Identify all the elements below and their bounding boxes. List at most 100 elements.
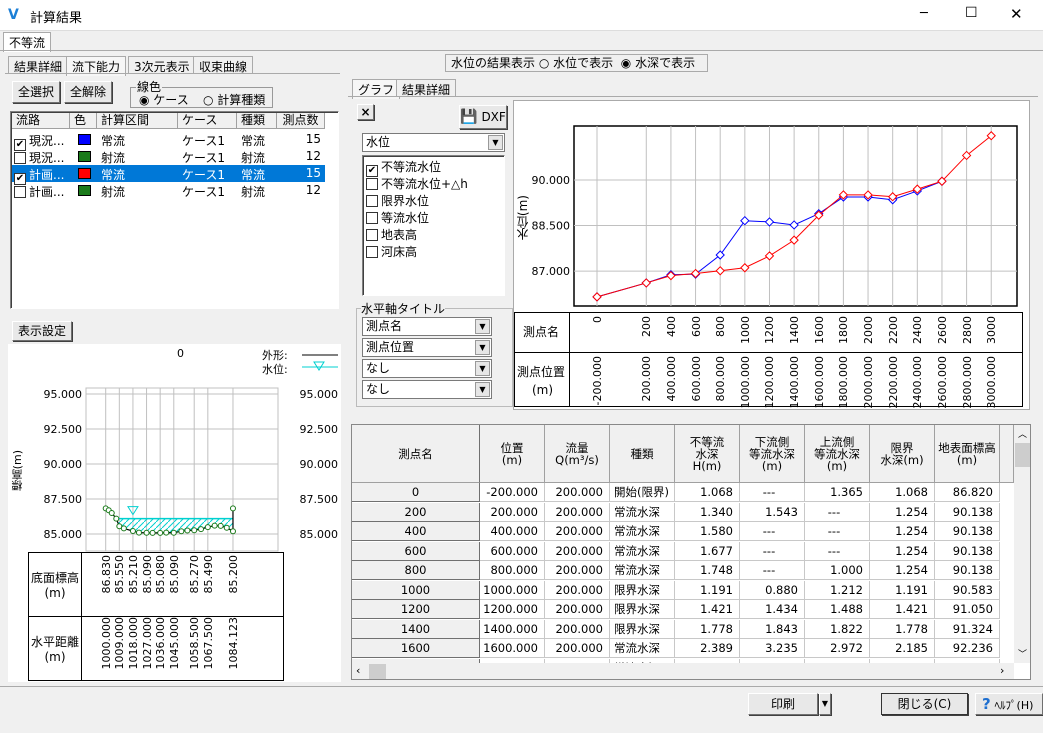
table-column-header[interactable]: 種類 [610, 425, 675, 483]
row-case: ケース1 [182, 151, 226, 165]
horizontal-distance-value: 1018.000 [126, 617, 140, 670]
help-button[interactable]: ? ﾍﾙﾌﾟ(H) [975, 693, 1043, 715]
checkbox[interactable] [366, 178, 378, 190]
table-cell: 1.340 [675, 502, 740, 522]
tab-convergence[interactable]: 収束曲線 [193, 56, 254, 74]
graph-item-checkbox[interactable]: 地表高 [366, 226, 504, 243]
row-header[interactable]: 800 [352, 561, 480, 580]
axis-title-select[interactable]: 測点位置 ▼ [362, 338, 492, 357]
row-header[interactable]: 1600 [352, 639, 480, 658]
scroll-down-icon[interactable]: ﹀ [1018, 650, 1028, 660]
close-window-button[interactable]: ✕ [1010, 5, 1023, 23]
tab-flow-capacity[interactable]: 流下能力 [66, 56, 127, 76]
list-row[interactable]: ✔ 現況... 常流 ケース1 常流 15 [12, 131, 325, 151]
color-swatch[interactable] [78, 151, 91, 162]
table-column-header[interactable]: 不等流 水深 H(m) [675, 425, 740, 483]
row-header[interactable]: 1400 [352, 619, 480, 639]
radio-show-level[interactable]: ○ 水位で表示 [538, 56, 614, 70]
tab-graph[interactable]: グラフ [352, 79, 401, 99]
table-column-header[interactable]: 測点名 [352, 425, 480, 483]
color-swatch[interactable] [78, 185, 91, 196]
x-position-label: 800.000 [714, 356, 728, 402]
result-table[interactable]: 測点名 位置 (m) 流量 Q(m³/s) 種類 不等流 水深 H(m) 下流側 等流水深… [351, 424, 1031, 680]
row-header[interactable]: 1000 [352, 580, 480, 600]
checkbox[interactable] [366, 229, 378, 241]
radio-show-depth[interactable]: ◉ 水深で表示 [616, 56, 696, 70]
table-cell: 常流水深 [610, 522, 675, 541]
row-header[interactable]: 200 [352, 502, 480, 522]
radio-case[interactable]: ◉ ケース [139, 93, 189, 107]
print-button[interactable]: 印刷 [748, 693, 818, 715]
horizontal-scrollbar[interactable]: ‹ › [352, 663, 1014, 679]
list-row[interactable]: 現況... 射流 ケース1 射流 12 [12, 148, 325, 165]
row-checkbox[interactable] [14, 152, 26, 164]
x-position-label: 2000.000 [862, 356, 876, 409]
checkbox[interactable] [366, 246, 378, 258]
dxf-button[interactable]: 💾 DXF [459, 105, 507, 129]
list-row[interactable]: 計画... 射流 ケース1 射流 12 [12, 182, 325, 199]
graph-item-checkbox[interactable]: 不等流水位+△h [366, 175, 504, 192]
table-cell: 0.880 [740, 580, 805, 600]
scroll-left-icon[interactable]: ‹ [356, 664, 361, 677]
list-row[interactable]: ✔ 計画... 常流 ケース1 常流 15 [12, 165, 325, 185]
table-column-header[interactable]: 地表面標高 (m) [935, 425, 1000, 483]
list-column-header[interactable]: 色 [70, 113, 97, 129]
chevron-down-icon: ▼ [821, 699, 829, 708]
list-column-header[interactable]: 計算区間 [97, 113, 178, 129]
table-cell: 常流水深 [610, 541, 675, 561]
graph-item-checkbox[interactable]: 限界水位 [366, 192, 504, 209]
color-swatch[interactable] [78, 168, 91, 179]
row-checkbox[interactable]: ✔ [14, 173, 26, 185]
x-station-label: 2600 [935, 316, 949, 344]
list-column-header[interactable]: 流路 [12, 113, 70, 129]
select-all-button[interactable]: 全選択 [12, 81, 60, 103]
checkbox[interactable]: ✔ [366, 165, 378, 177]
display-settings-button[interactable]: 表示設定 [12, 321, 72, 341]
axis-title-select[interactable]: 測点名 ▼ [362, 317, 492, 336]
tab-graph-detail[interactable]: 結果詳細 [396, 79, 457, 97]
graph-item-checkbox[interactable]: ✔ 不等流水位 [366, 158, 504, 177]
channel-list[interactable]: 流路色計算区間 ケース 種類 測点数 ✔ 現況... 常流 ケース1 常流 15 現況... 射流ケ… [10, 111, 339, 309]
x-station-label: 1200 [763, 316, 777, 344]
maximize-button[interactable]: ☐ [965, 5, 978, 21]
y-tick-right: 90.000 [300, 458, 339, 471]
graph-item-select[interactable]: 水位 ▼ [362, 133, 505, 152]
axis-title-select[interactable]: なし ▼ [362, 359, 492, 378]
axis-title-select[interactable]: なし ▼ [362, 380, 492, 399]
scroll-up-icon[interactable]: ︿ [1018, 430, 1028, 440]
close-panel-button[interactable]: × [357, 104, 374, 120]
graph-item-list[interactable]: ✔ 不等流水位 不等流水位+△h 限界水位 等流水位 地表高 河床高 [362, 155, 505, 296]
row-header[interactable]: 400 [352, 522, 480, 541]
table-column-header[interactable]: 位置 (m) [480, 425, 545, 483]
table-column-header[interactable]: 限界 水深(m) [870, 425, 935, 483]
deselect-all-button[interactable]: 全解除 [64, 81, 112, 103]
tab-result-detail[interactable]: 結果詳細 [8, 56, 69, 74]
color-swatch[interactable] [78, 134, 91, 145]
tab-non-uniform-flow[interactable]: 不等流 [3, 32, 52, 52]
list-column-header[interactable]: 測点数 [277, 113, 325, 129]
minimize-button[interactable]: ─ [920, 6, 928, 21]
checkbox[interactable] [366, 212, 378, 224]
radio-calc-type[interactable]: ○ 計算種類 [203, 93, 266, 107]
graph-item-checkbox[interactable]: 等流水位 [366, 209, 504, 226]
scroll-thumb-h[interactable] [369, 664, 386, 679]
scroll-thumb[interactable] [1015, 443, 1030, 467]
list-column-header[interactable]: ケース [178, 113, 237, 129]
row-header[interactable]: 1200 [352, 600, 480, 619]
row-header[interactable]: 0 [352, 483, 480, 502]
table-column-header[interactable]: 上流側 等流水深 (m) [805, 425, 870, 483]
print-dropdown-button[interactable]: ▼ [819, 693, 831, 715]
row-type: 常流 [241, 134, 266, 148]
table-column-header[interactable]: 下流側 等流水深 (m) [740, 425, 805, 483]
close-button[interactable]: 閉じる(C) [881, 693, 968, 715]
row-header[interactable]: 600 [352, 541, 480, 561]
checkbox[interactable] [366, 195, 378, 207]
vertical-scrollbar[interactable]: ︿ ﹀ [1014, 425, 1030, 663]
profile-point [170, 529, 177, 536]
row-checkbox[interactable] [14, 186, 26, 198]
scroll-right-icon[interactable]: › [1000, 664, 1005, 677]
graph-item-checkbox[interactable]: 河床高 [366, 243, 504, 260]
table-column-header[interactable]: 流量 Q(m³/s) [545, 425, 610, 483]
row-checkbox[interactable]: ✔ [14, 139, 26, 151]
list-column-header[interactable]: 種類 [237, 113, 277, 129]
